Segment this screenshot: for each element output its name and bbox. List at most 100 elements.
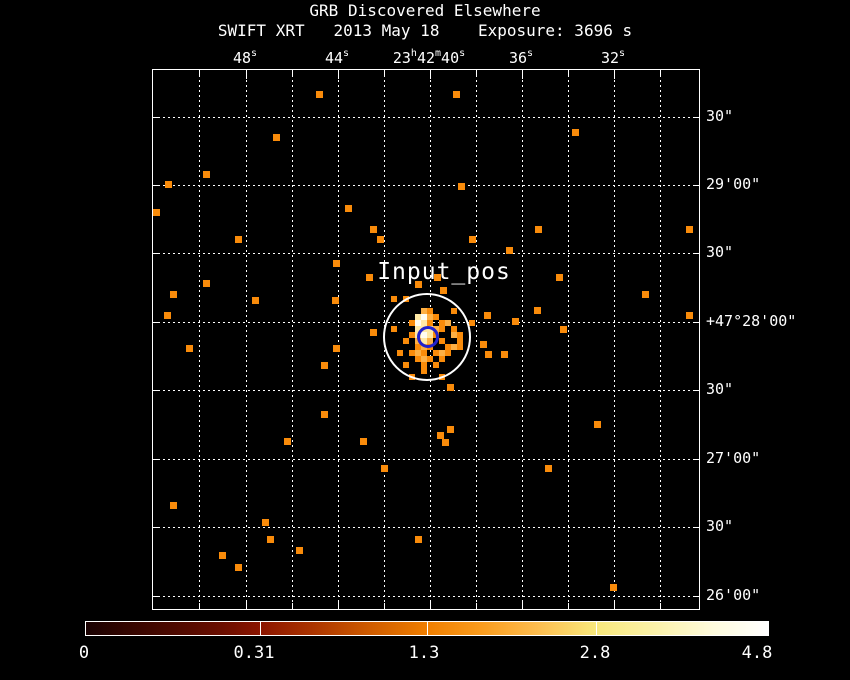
- photon-point: [345, 205, 352, 212]
- input-pos-circle: [417, 326, 439, 348]
- photon-point: [333, 345, 340, 352]
- axis-tick: [660, 70, 661, 76]
- photon-point: [484, 312, 491, 319]
- grid-line-vertical: [199, 70, 200, 609]
- axis-tick: [693, 185, 699, 186]
- photon-point: [203, 280, 210, 287]
- target-circle: [383, 293, 471, 381]
- photon-point: [235, 564, 242, 571]
- photon-point: [686, 312, 693, 319]
- photon-point: [316, 91, 323, 98]
- photon-point: [321, 411, 328, 418]
- grid-line-vertical: [522, 70, 523, 609]
- axis-tick: [292, 70, 293, 76]
- grid-line-vertical: [568, 70, 569, 609]
- photon-point: [447, 426, 454, 433]
- axis-tick: [153, 596, 159, 597]
- photon-point: [442, 439, 449, 446]
- axis-tick: [568, 70, 569, 76]
- photon-point: [370, 329, 377, 336]
- photon-point: [434, 274, 441, 281]
- photon-point: [415, 536, 422, 543]
- grid-line-vertical: [246, 70, 247, 609]
- photon-point: [219, 552, 226, 559]
- photon-point: [333, 260, 340, 267]
- photon-point: [480, 341, 487, 348]
- colorbar-tick: [596, 622, 597, 635]
- y-tick-label: 27'00": [706, 449, 761, 467]
- photon-point: [415, 281, 422, 288]
- grid-line-vertical: [292, 70, 293, 609]
- y-tick-label: 30": [706, 107, 734, 125]
- photon-point: [321, 362, 328, 369]
- axis-tick: [153, 527, 159, 528]
- colorbar-label: 1.3: [408, 643, 440, 663]
- photon-point: [572, 129, 579, 136]
- grid-line-horizontal: [153, 596, 699, 597]
- grid-line-horizontal: [153, 459, 699, 460]
- photon-point: [437, 432, 444, 439]
- axis-tick: [384, 70, 385, 76]
- photon-point: [610, 584, 617, 591]
- photon-point: [560, 326, 567, 333]
- axis-tick: [153, 322, 159, 323]
- photon-point: [296, 547, 303, 554]
- axis-tick: [693, 253, 699, 254]
- page-title: GRB Discovered Elsewhere: [309, 1, 541, 20]
- axis-tick: [660, 603, 661, 609]
- colorbar-label: 0: [78, 643, 90, 663]
- photon-point: [686, 226, 693, 233]
- grid-line-horizontal: [153, 117, 699, 118]
- photon-point: [165, 181, 172, 188]
- grid-line-horizontal: [153, 527, 699, 528]
- grid-line-vertical: [338, 70, 339, 609]
- photon-point: [235, 236, 242, 243]
- cluster-pixel: [469, 320, 475, 326]
- photon-point: [153, 209, 160, 216]
- photon-point: [203, 171, 210, 178]
- photon-point: [458, 183, 465, 190]
- x-tick-label: 36s: [508, 48, 534, 67]
- grid-line-vertical: [660, 70, 661, 609]
- axis-tick: [476, 603, 477, 609]
- axis-tick: [430, 600, 431, 609]
- axis-tick: [522, 600, 523, 609]
- photon-point: [170, 291, 177, 298]
- axis-tick: [693, 596, 699, 597]
- photon-point: [164, 312, 171, 319]
- cluster-pixel: [391, 296, 397, 302]
- photon-point: [360, 438, 367, 445]
- axis-tick: [693, 117, 699, 118]
- photon-point: [332, 297, 339, 304]
- x-tick-label: 48s: [232, 48, 258, 67]
- x-tick-label: 32s: [600, 48, 626, 67]
- axis-tick: [693, 527, 699, 528]
- colorbar-label: 4.8: [741, 643, 773, 663]
- photon-point: [534, 307, 541, 314]
- photon-point: [381, 465, 388, 472]
- axis-tick: [153, 253, 159, 254]
- y-tick-label: 30": [706, 243, 734, 261]
- axis-tick: [153, 185, 159, 186]
- page-subtitle: SWIFT XRT 2013 May 18 Exposure: 3696 s: [217, 21, 633, 40]
- axis-tick: [338, 70, 339, 79]
- axis-tick: [199, 603, 200, 609]
- axis-tick: [693, 322, 699, 323]
- y-tick-label: 29'00": [706, 175, 761, 193]
- colorbar-label: 2.8: [579, 643, 611, 663]
- axis-tick: [693, 390, 699, 391]
- axis-tick: [199, 70, 200, 76]
- photon-point: [453, 91, 460, 98]
- photon-point: [501, 351, 508, 358]
- grid-line-horizontal: [153, 185, 699, 186]
- axis-tick: [153, 117, 159, 118]
- grid-line-vertical: [614, 70, 615, 609]
- x-tick-label: 44s: [324, 48, 350, 67]
- axis-tick: [153, 390, 159, 391]
- photon-point: [267, 536, 274, 543]
- axis-tick: [153, 459, 159, 460]
- axis-tick: [614, 600, 615, 609]
- y-tick-label: 30": [706, 380, 734, 398]
- y-tick-label: 26'00": [706, 586, 761, 604]
